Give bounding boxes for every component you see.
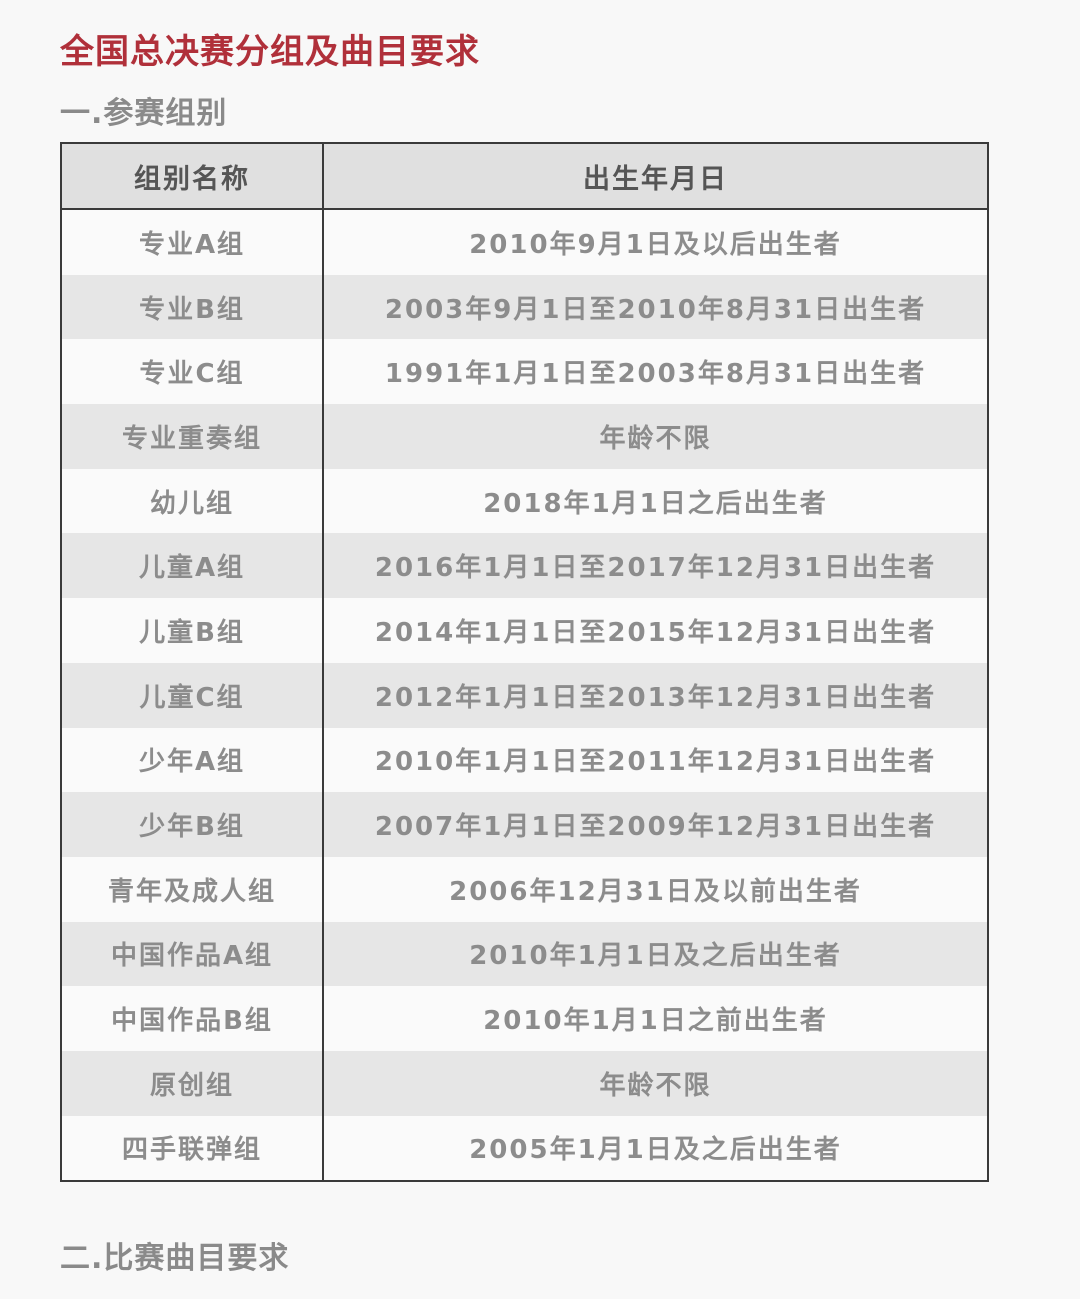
group-name-cell: 专业重奏组 xyxy=(61,404,324,469)
group-name-cell: 专业A组 xyxy=(61,209,324,275)
group-name-cell: 中国作品A组 xyxy=(61,921,324,987)
birth-date-cell: 年龄不限 xyxy=(323,404,988,469)
groups-table: 组别名称 出生年月日 专业A组 2010年9月1日及以后出生者 专业B组 2003年9… xyxy=(60,142,989,1183)
page-title: 全国总决赛分组及曲目要求 xyxy=(60,32,480,72)
birth-date-cell: 2003年9月1日至2010年8月31日出生者 xyxy=(323,274,988,340)
table-row: 少年B组 2007年1月1日至2009年12月31日出生者 xyxy=(61,792,988,857)
birth-date-cell: 2010年9月1日及以后出生者 xyxy=(323,209,988,275)
table-header-row: 组别名称 出生年月日 xyxy=(61,143,988,210)
birth-date-cell: 2007年1月1日至2009年12月31日出生者 xyxy=(323,792,988,857)
group-name-cell: 四手联弹组 xyxy=(61,1115,324,1182)
table-row: 儿童C组 2012年1月1日至2013年12月31日出生者 xyxy=(61,662,988,728)
table-row: 原创组 年龄不限 xyxy=(61,1050,988,1116)
table-row: 四手联弹组 2005年1月1日及之后出生者 xyxy=(61,1115,988,1182)
birth-date-cell: 2010年1月1日至2011年12月31日出生者 xyxy=(323,727,988,793)
birth-date-cell: 2005年1月1日及之后出生者 xyxy=(323,1115,988,1182)
table-row: 青年及成人组 2006年12月31日及以前出生者 xyxy=(61,856,988,922)
table-row: 儿童B组 2014年1月1日至2015年12月31日出生者 xyxy=(61,598,988,663)
table-row: 中国作品A组 2010年1月1日及之后出生者 xyxy=(61,921,988,987)
birth-date-cell: 2010年1月1日之前出生者 xyxy=(323,986,988,1051)
group-name-cell: 儿童B组 xyxy=(61,598,324,663)
birth-date-cell: 2014年1月1日至2015年12月31日出生者 xyxy=(323,598,988,663)
birth-date-cell: 2006年12月31日及以前出生者 xyxy=(323,856,988,922)
group-name-cell: 幼儿组 xyxy=(61,468,324,534)
group-name-cell: 儿童C组 xyxy=(61,662,324,728)
birth-date-cell: 2012年1月1日至2013年12月31日出生者 xyxy=(323,662,988,728)
birth-date-cell: 2010年1月1日及之后出生者 xyxy=(323,921,988,987)
birth-date-cell: 2018年1月1日之后出生者 xyxy=(323,468,988,534)
group-name-cell: 原创组 xyxy=(61,1050,324,1116)
table-row: 中国作品B组 2010年1月1日之前出生者 xyxy=(61,986,988,1051)
group-name-cell: 专业B组 xyxy=(61,274,324,340)
group-name-cell: 青年及成人组 xyxy=(61,856,324,922)
group-name-cell: 少年A组 xyxy=(61,727,324,793)
header-birth-date: 出生年月日 xyxy=(323,143,988,210)
table-row: 专业C组 1991年1月1日至2003年8月31日出生者 xyxy=(61,339,988,405)
table-row: 少年A组 2010年1月1日至2011年12月31日出生者 xyxy=(61,727,988,793)
section-heading-groups: 一.参赛组别 xyxy=(60,96,228,131)
header-group-name: 组别名称 xyxy=(61,143,324,210)
table-row: 专业重奏组 年龄不限 xyxy=(61,404,988,469)
table-row: 专业B组 2003年9月1日至2010年8月31日出生者 xyxy=(61,274,988,340)
table-row: 儿童A组 2016年1月1日至2017年12月31日出生者 xyxy=(61,533,988,599)
birth-date-cell: 1991年1月1日至2003年8月31日出生者 xyxy=(323,339,988,405)
table-row: 幼儿组 2018年1月1日之后出生者 xyxy=(61,468,988,534)
group-name-cell: 少年B组 xyxy=(61,792,324,857)
group-name-cell: 中国作品B组 xyxy=(61,986,324,1051)
section-heading-repertoire: 二.比赛曲目要求 xyxy=(60,1241,290,1276)
table-row: 专业A组 2010年9月1日及以后出生者 xyxy=(61,209,988,275)
group-name-cell: 儿童A组 xyxy=(61,533,324,599)
group-name-cell: 专业C组 xyxy=(61,339,324,405)
birth-date-cell: 2016年1月1日至2017年12月31日出生者 xyxy=(323,533,988,599)
birth-date-cell: 年龄不限 xyxy=(323,1050,988,1116)
